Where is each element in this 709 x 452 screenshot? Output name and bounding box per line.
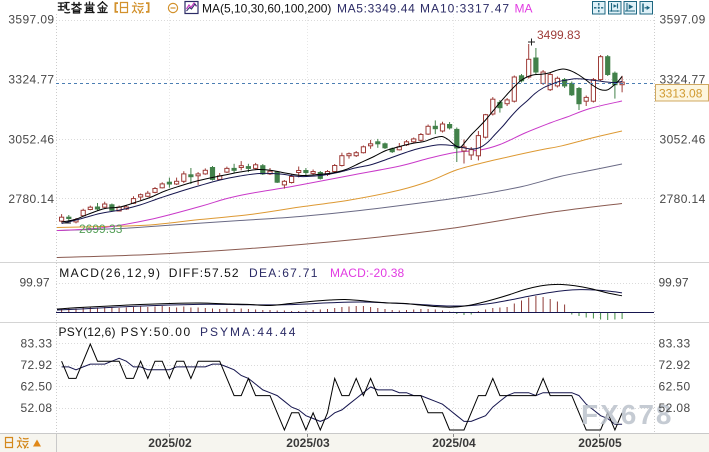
- svg-text:52.08: 52.08: [659, 401, 691, 415]
- svg-text:PSY(12,6): PSY(12,6): [59, 325, 116, 339]
- svg-text:3597.09: 3597.09: [660, 12, 706, 26]
- svg-text:83.33: 83.33: [659, 336, 691, 350]
- svg-text:3052.46: 3052.46: [660, 132, 706, 146]
- svg-text:83.33: 83.33: [20, 336, 52, 350]
- svg-text:2025/02: 2025/02: [148, 436, 192, 450]
- svg-text:99.97: 99.97: [659, 276, 689, 290]
- svg-text:3324.77: 3324.77: [660, 72, 706, 86]
- svg-text:2780.14: 2780.14: [8, 192, 54, 206]
- svg-text:52.08: 52.08: [20, 401, 52, 415]
- svg-text:MA(5,10,30,60,100,200): MA(5,10,30,60,100,200): [202, 2, 331, 16]
- svg-text:3597.09: 3597.09: [8, 12, 54, 26]
- svg-text:MA5:3349.44: MA5:3349.44: [337, 2, 415, 16]
- svg-text:PSYMA:44.44: PSYMA:44.44: [200, 325, 297, 339]
- svg-text:72.92: 72.92: [659, 358, 691, 372]
- svg-text:MA: MA: [515, 2, 533, 16]
- svg-text:DEA:67.71: DEA:67.71: [249, 266, 319, 280]
- svg-text:3499.83: 3499.83: [537, 28, 581, 42]
- svg-text:2025/04: 2025/04: [432, 436, 476, 450]
- svg-text:72.92: 72.92: [20, 358, 52, 372]
- svg-text:62.50: 62.50: [20, 379, 52, 393]
- svg-text:2699.33: 2699.33: [79, 222, 123, 236]
- svg-text:MACD:-20.38: MACD:-20.38: [330, 266, 405, 280]
- svg-text:62.50: 62.50: [659, 379, 691, 393]
- svg-text:FX678: FX678: [581, 399, 674, 430]
- svg-text:PSY:50.00: PSY:50.00: [121, 325, 192, 339]
- svg-text:99.97: 99.97: [19, 276, 49, 290]
- svg-text:3052.46: 3052.46: [8, 132, 54, 146]
- svg-text:MA10:3317.47: MA10:3317.47: [420, 2, 510, 16]
- svg-text:3324.77: 3324.77: [8, 72, 54, 86]
- svg-text:2780.14: 2780.14: [660, 192, 706, 206]
- svg-text:DIFF:57.52: DIFF:57.52: [169, 266, 240, 280]
- svg-text:MACD(26,12,9): MACD(26,12,9): [59, 266, 161, 280]
- svg-text:3313.08: 3313.08: [659, 87, 703, 101]
- svg-text:2025/05: 2025/05: [578, 436, 622, 450]
- svg-text:2025/03: 2025/03: [286, 436, 330, 450]
